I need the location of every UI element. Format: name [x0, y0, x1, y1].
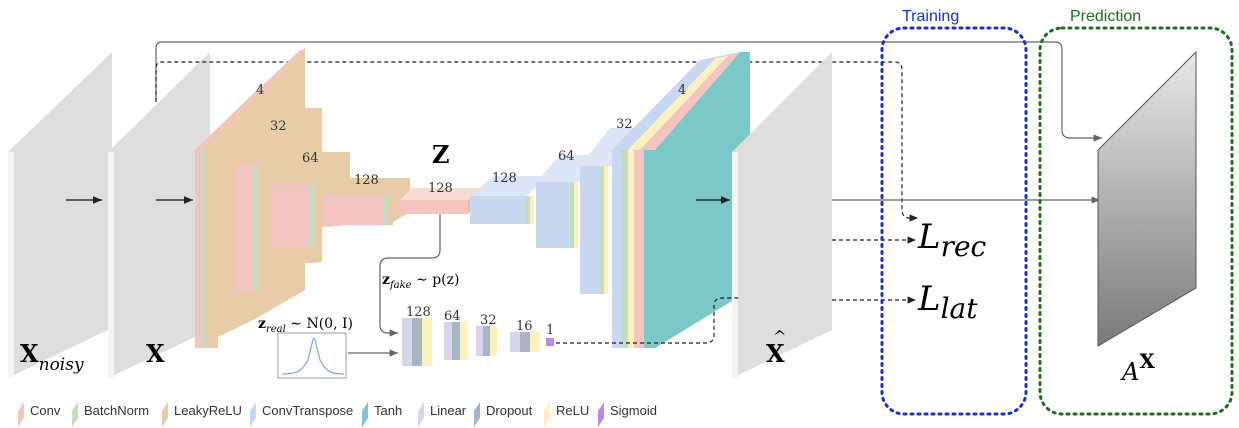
z-real-label: zreal ∼ N(0, I) — [258, 316, 353, 335]
gaussian-plot — [277, 332, 347, 379]
decoder-dim-1: 128 — [492, 171, 517, 186]
legend-item-convtranspose: ConvTranspose — [250, 402, 353, 427]
x-hat-image — [732, 52, 832, 378]
x-noisy-image — [8, 52, 112, 378]
l-lat-label: Llat — [917, 279, 978, 325]
discriminator — [402, 318, 554, 366]
legend: Conv BatchNorm LeakyReLU ConvTranspose T… — [18, 402, 657, 427]
encoder-dim-2: 32 — [270, 119, 287, 134]
legend-item-linear: Linear — [418, 402, 467, 427]
training-title: Training — [902, 8, 959, 25]
z-fake-label: zfake ∼ p(z) — [382, 272, 460, 291]
disc-dim-5: 1 — [546, 323, 554, 338]
x-hat-accent: ^ — [773, 327, 786, 346]
decoder-dim-2: 64 — [558, 149, 575, 164]
decoder-dim-3: 32 — [616, 117, 633, 132]
legend-item-sigmoid: Sigmoid — [598, 402, 657, 427]
legend-label-leakyrelu: LeakyReLU — [174, 403, 242, 418]
legend-label-dropout: Dropout — [486, 403, 533, 418]
legend-item-tanh: Tanh — [362, 402, 402, 427]
latent-dim: 128 — [428, 181, 453, 196]
encoder — [195, 48, 410, 348]
encoder-dim-1: 4 — [256, 83, 264, 98]
encoder-dim-4: 128 — [354, 173, 379, 188]
anomaly-label: AX — [1120, 349, 1155, 386]
prediction-region — [1038, 26, 1234, 416]
decoder-dim-4: 4 — [678, 83, 686, 98]
l-rec-label: Lrec — [917, 217, 987, 263]
legend-item-dropout: Dropout — [474, 402, 533, 427]
legend-label-batchnorm: BatchNorm — [84, 403, 149, 418]
discriminator-to-llat — [556, 297, 740, 344]
skip-connection-x-to-anomaly — [155, 41, 1102, 142]
legend-label-linear: Linear — [430, 403, 467, 418]
disc-dim-4: 16 — [516, 319, 533, 334]
disc-dim-1: 128 — [406, 305, 431, 320]
disc-dim-2: 64 — [444, 309, 461, 324]
legend-label-conv: Conv — [30, 403, 61, 418]
x-label: X — [146, 339, 165, 368]
latent-block — [400, 188, 480, 214]
z-label: Z — [432, 140, 450, 169]
legend-item-batchnorm: BatchNorm — [72, 402, 149, 427]
training-region — [880, 26, 1028, 416]
x-noisy-label: Xnoisy — [20, 339, 84, 375]
prediction-title: Prediction — [1070, 8, 1141, 25]
legend-item-leakyrelu: LeakyReLU — [162, 402, 242, 427]
legend-label-sigmoid: Sigmoid — [610, 403, 657, 418]
z-fake-path — [379, 214, 441, 337]
x-hat-label: X — [766, 339, 785, 368]
legend-label-convtranspose: ConvTranspose — [262, 403, 353, 418]
x-image — [108, 52, 210, 378]
anomaly-map — [1097, 50, 1197, 347]
skip-connection-x-to-lrec — [155, 61, 918, 222]
legend-label-tanh: Tanh — [374, 403, 402, 418]
disc-dim-3: 32 — [480, 313, 497, 328]
legend-item-relu: ReLU — [544, 402, 589, 427]
legend-label-relu: ReLU — [556, 403, 589, 418]
encoder-dim-3: 64 — [302, 151, 319, 166]
legend-item-conv: Conv — [18, 402, 61, 427]
